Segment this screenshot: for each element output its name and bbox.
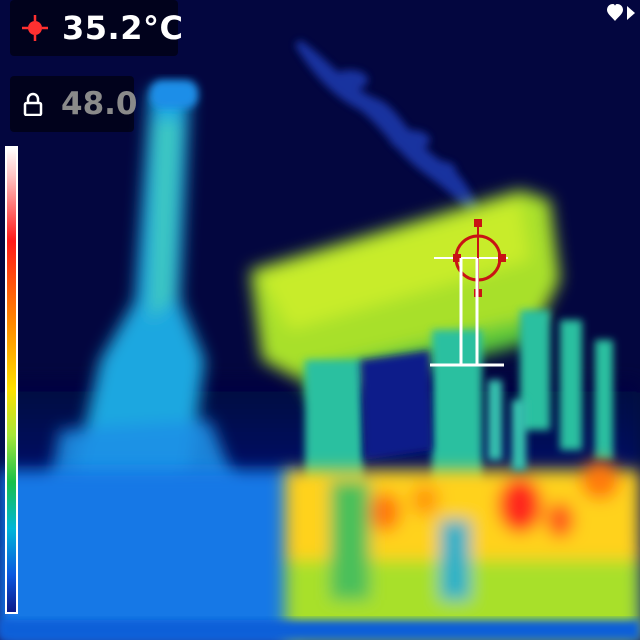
heart-logo-icon	[602, 0, 640, 26]
spot-temperature-value: 35.2°C	[62, 9, 184, 47]
temperature-color-scale	[5, 146, 18, 614]
crosshair-spot-icon	[22, 15, 48, 41]
spot-target-overlay[interactable]	[420, 215, 530, 375]
lock-icon	[23, 91, 43, 117]
measurement-bracket	[430, 258, 504, 367]
spot-temperature-readout: 35.2°C	[10, 0, 183, 56]
crosshair-target-icon	[434, 219, 508, 297]
scale-lock-value: 48.0	[61, 86, 138, 122]
scale-lock-readout[interactable]: 48.0	[10, 76, 138, 132]
